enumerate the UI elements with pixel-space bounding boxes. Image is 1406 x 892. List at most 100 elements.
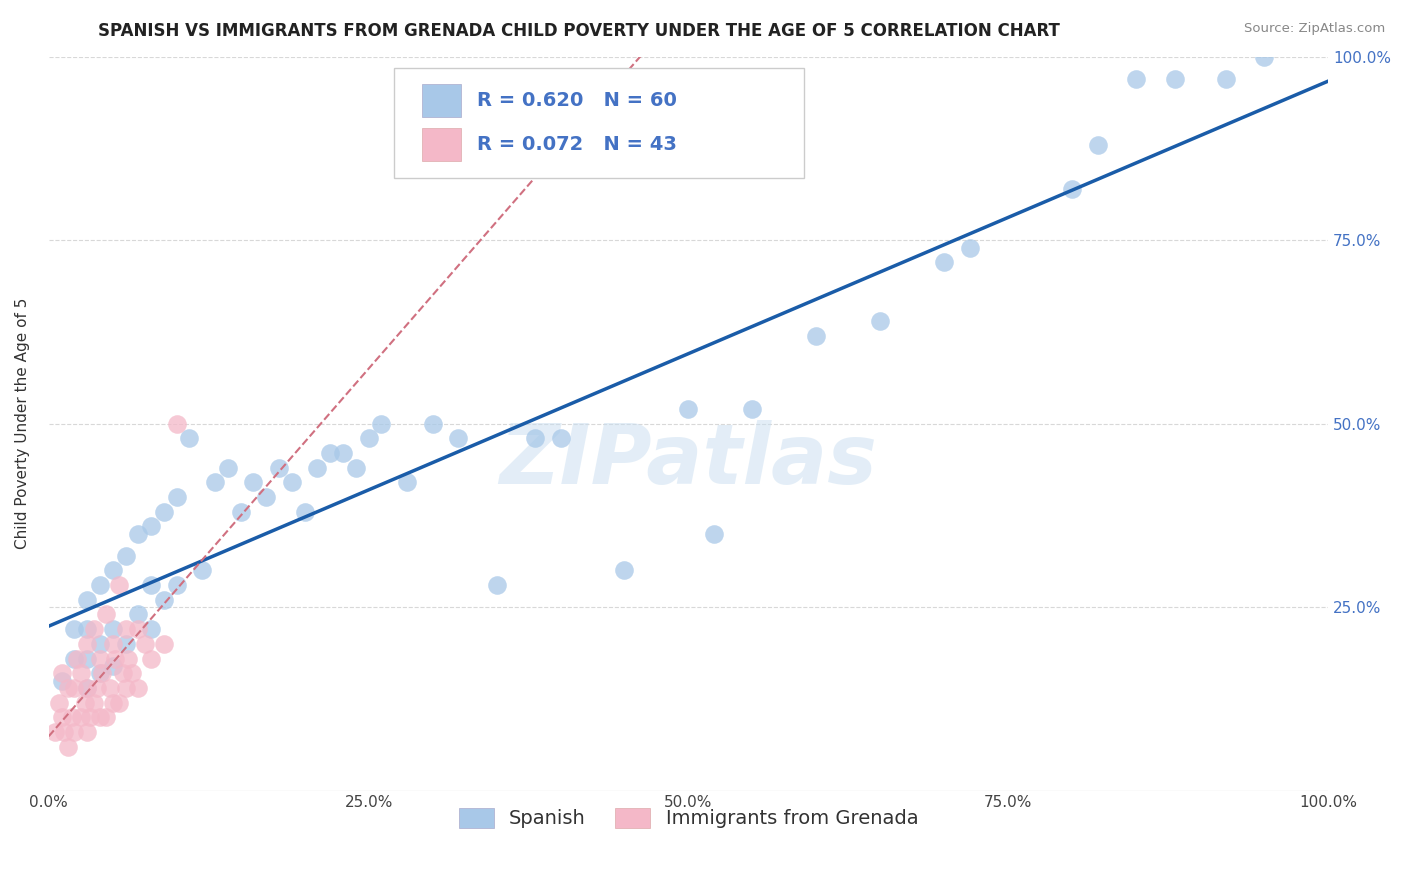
Point	[63, 681, 86, 695]
Point	[76, 622, 98, 636]
Point	[44, 725, 66, 739]
Point	[89, 578, 111, 592]
Point	[76, 651, 98, 665]
Point	[101, 622, 124, 636]
Point	[56, 739, 79, 754]
Point	[48, 696, 70, 710]
Point	[959, 240, 981, 254]
Point	[294, 505, 316, 519]
Point	[281, 475, 304, 490]
Point	[1215, 71, 1237, 86]
Point	[76, 681, 98, 695]
Point	[370, 417, 392, 431]
Point	[139, 578, 162, 592]
Text: R = 0.072   N = 43: R = 0.072 N = 43	[478, 136, 678, 154]
Point	[678, 401, 700, 416]
Point	[1253, 50, 1275, 64]
Point	[79, 710, 101, 724]
Point	[89, 637, 111, 651]
Point	[121, 666, 143, 681]
Point	[108, 696, 131, 710]
Y-axis label: Child Poverty Under the Age of 5: Child Poverty Under the Age of 5	[15, 298, 30, 549]
Point	[242, 475, 264, 490]
Point	[111, 666, 134, 681]
Point	[101, 696, 124, 710]
Text: Source: ZipAtlas.com: Source: ZipAtlas.com	[1244, 22, 1385, 36]
Point	[422, 417, 444, 431]
Point	[153, 592, 176, 607]
Point	[1163, 71, 1185, 86]
Point	[127, 526, 149, 541]
Point	[395, 475, 418, 490]
Point	[56, 681, 79, 695]
Point	[127, 607, 149, 622]
Point	[166, 490, 188, 504]
Point	[869, 314, 891, 328]
Point	[485, 578, 508, 592]
Point	[83, 696, 105, 710]
Point	[191, 563, 214, 577]
Point	[344, 460, 367, 475]
Point	[96, 607, 118, 622]
Point	[63, 725, 86, 739]
Point	[53, 725, 76, 739]
Text: SPANISH VS IMMIGRANTS FROM GRENADA CHILD POVERTY UNDER THE AGE OF 5 CORRELATION : SPANISH VS IMMIGRANTS FROM GRENADA CHILD…	[98, 22, 1060, 40]
Point	[523, 431, 546, 445]
Point	[108, 578, 131, 592]
Point	[307, 460, 329, 475]
Point	[114, 637, 136, 651]
Point	[69, 710, 91, 724]
Point	[267, 460, 290, 475]
Point	[117, 651, 139, 665]
Point	[703, 526, 725, 541]
Point	[166, 578, 188, 592]
Point	[357, 431, 380, 445]
Point	[98, 681, 121, 695]
FancyBboxPatch shape	[394, 68, 804, 178]
Point	[73, 696, 96, 710]
Point	[204, 475, 226, 490]
Point	[60, 710, 83, 724]
Point	[139, 651, 162, 665]
Point	[86, 681, 108, 695]
Point	[217, 460, 239, 475]
Point	[806, 328, 828, 343]
Point	[66, 651, 89, 665]
Text: R = 0.620   N = 60: R = 0.620 N = 60	[478, 91, 678, 111]
Point	[63, 651, 86, 665]
Point	[76, 637, 98, 651]
Point	[229, 505, 252, 519]
Point	[1087, 137, 1109, 152]
Point	[179, 431, 201, 445]
Point	[1062, 182, 1084, 196]
Point	[114, 681, 136, 695]
Point	[934, 255, 956, 269]
Point	[89, 651, 111, 665]
Point	[114, 549, 136, 563]
Point	[76, 592, 98, 607]
Point	[134, 637, 156, 651]
Point	[319, 446, 342, 460]
Point	[76, 725, 98, 739]
Point	[51, 666, 73, 681]
Point	[83, 622, 105, 636]
Point	[96, 710, 118, 724]
Point	[741, 401, 763, 416]
Point	[101, 637, 124, 651]
Point	[89, 666, 111, 681]
Text: ZIPatlas: ZIPatlas	[499, 420, 877, 500]
Point	[254, 490, 277, 504]
Point	[550, 431, 572, 445]
Point	[101, 563, 124, 577]
Point	[332, 446, 354, 460]
Point	[127, 622, 149, 636]
Bar	[422, 128, 461, 161]
Bar	[422, 84, 461, 117]
Point	[51, 673, 73, 688]
Point	[139, 519, 162, 533]
Legend: Spanish, Immigrants from Grenada: Spanish, Immigrants from Grenada	[451, 800, 927, 836]
Point	[63, 622, 86, 636]
Point	[89, 710, 111, 724]
Point	[104, 651, 127, 665]
Point	[91, 666, 114, 681]
